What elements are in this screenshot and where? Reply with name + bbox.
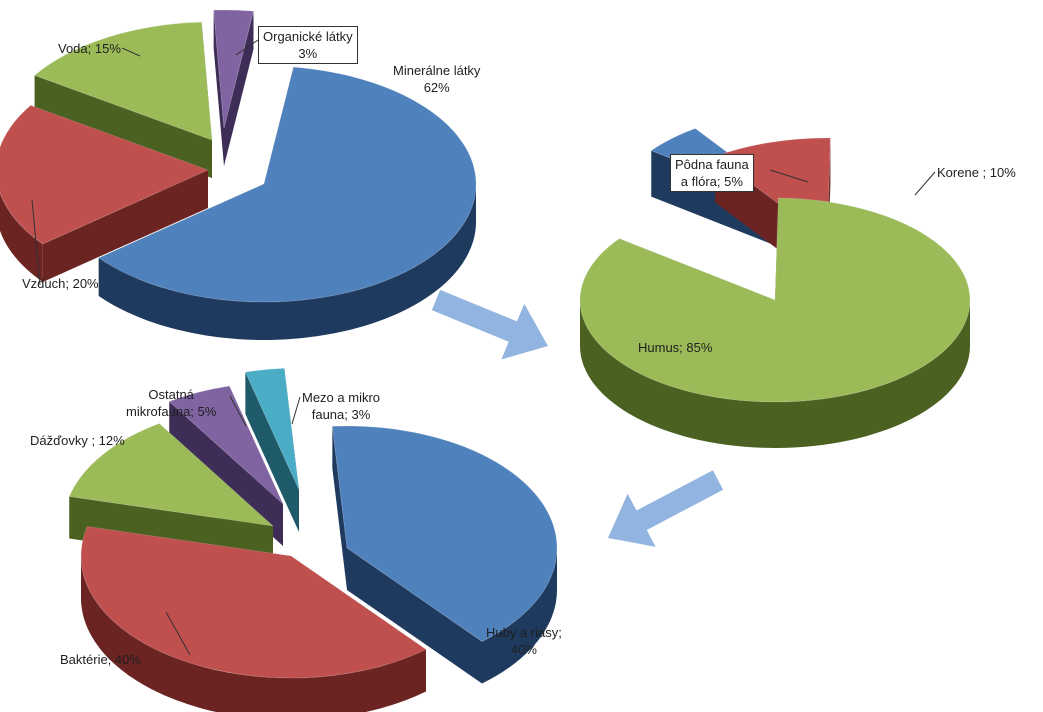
pie-slice-voda — [33, 21, 213, 179]
leader-line — [229, 395, 247, 427]
label-dazdovky: Dážďovky ; 12% — [30, 433, 125, 448]
leader-line — [235, 39, 259, 56]
leader-line — [121, 47, 141, 57]
leader-line — [165, 611, 191, 656]
label-korene: Korene ; 10% — [937, 165, 1016, 180]
pie-slice-huby-a-riasy — [331, 425, 558, 684]
leader-line — [769, 169, 809, 183]
pie-slice-organick-l-tky — [213, 9, 255, 167]
pie-slice-bakt-rie — [80, 525, 427, 712]
pie-slice-vzduch — [0, 104, 210, 282]
leader-line — [914, 171, 936, 196]
label-vzduch: Vzduch; 20% — [22, 276, 99, 291]
flow-arrow-icon — [431, 289, 548, 360]
pie-chart-2 — [579, 127, 971, 448]
label-bakterie: Baktérie; 40% — [60, 652, 141, 667]
pie-slice-humus — [579, 197, 971, 448]
pie-slice-miner-lne-l-tky — [97, 66, 477, 341]
leader-line — [31, 199, 41, 286]
label-ostatna-mikrofauna: Ostatná mikrofauna; 5% — [126, 387, 217, 419]
label-mezo-mikro-fauna: Mezo a mikro fauna; 3% — [302, 390, 381, 422]
flow-arrow-icon — [608, 470, 724, 547]
label-podna-fauna: Pôdna fauna a flóra; 5% — [670, 154, 754, 192]
pie-slice-mezo-a-mikro-fauna — [244, 367, 300, 532]
pie-chart-3 — [68, 367, 558, 712]
leader-line — [291, 396, 301, 425]
pie-chart-1 — [0, 9, 477, 341]
label-mineralne-latky: Minerálne látky 62% — [393, 63, 481, 95]
label-organicke-latky: Organické látky 3% — [258, 26, 358, 64]
label-voda: Voda; 15% — [58, 41, 121, 56]
label-humus: Humus; 85% — [638, 340, 713, 355]
label-huby-a-riasy: Huby a riasy; 40% — [486, 625, 562, 657]
